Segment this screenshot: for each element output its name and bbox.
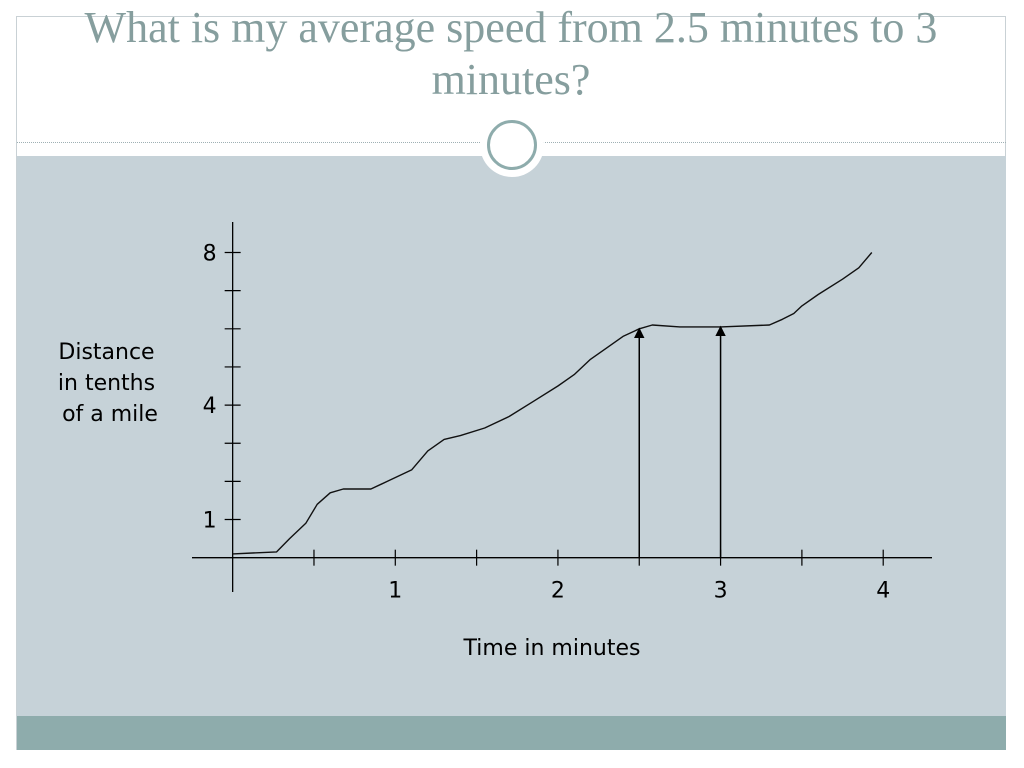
x-tick-label: 3 xyxy=(714,579,728,604)
footer-band xyxy=(17,716,1006,750)
y-axis-title-line: of a mile xyxy=(62,402,158,427)
x-axis-title: Time in minutes xyxy=(463,636,641,661)
x-tick-label: 2 xyxy=(551,579,565,604)
y-tick-label: 8 xyxy=(203,242,217,267)
content-panel xyxy=(17,156,1006,716)
title-ornament-ring-icon xyxy=(487,120,537,170)
y-axis-title-line: in tenths xyxy=(58,371,155,396)
x-tick-label: 4 xyxy=(876,579,890,604)
y-axis-title-line: Distance xyxy=(58,340,154,365)
y-tick-label: 1 xyxy=(203,509,217,534)
y-tick-label: 4 xyxy=(203,394,217,419)
slide-title: What is my average speed from 2.5 minute… xyxy=(84,3,938,104)
x-tick-label: 1 xyxy=(388,579,402,604)
distance-series-line xyxy=(232,252,873,555)
y-axis-title: Distance in tenths of a mile xyxy=(58,340,162,427)
